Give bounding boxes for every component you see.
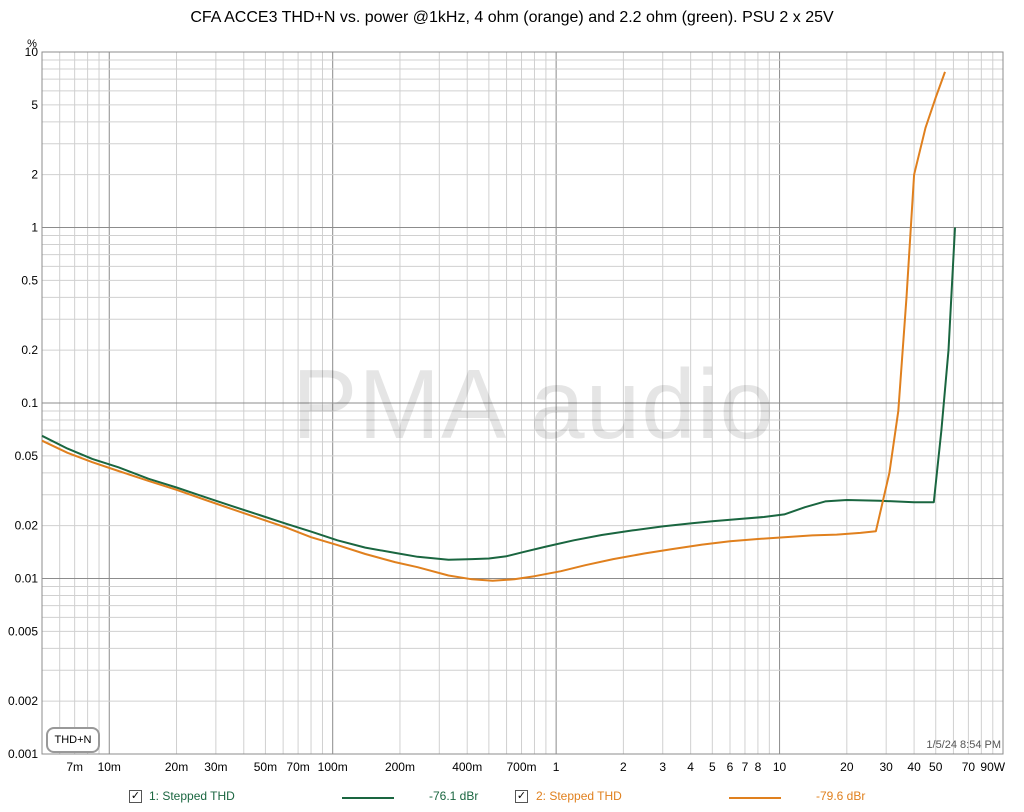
y-tick-label: 0.001 <box>8 747 38 761</box>
x-tick-label: 8 <box>755 760 762 774</box>
x-tick-label: 6 <box>727 760 734 774</box>
series-2-legend-line <box>729 797 781 799</box>
x-tick-label: 50m <box>254 760 277 774</box>
plot-frame <box>41 51 1004 755</box>
x-tick-label: 20 <box>840 760 854 774</box>
y-tick-label: 1 <box>31 221 38 235</box>
x-tick-label: 40 <box>907 760 921 774</box>
timestamp: 1/5/24 8:54 PM <box>926 739 1001 751</box>
x-tick-label: 10m <box>98 760 121 774</box>
y-tick-label: 0.2 <box>21 343 38 357</box>
x-tick-label: 1 <box>553 760 560 774</box>
y-tick-label: 0.02 <box>15 519 39 533</box>
series-1-legend-line <box>342 797 394 799</box>
x-tick-label: 90W <box>980 760 1005 774</box>
watermark-text: PMA audio <box>292 349 775 459</box>
x-tick-label: 50 <box>929 760 943 774</box>
x-tick-label: 7m <box>66 760 83 774</box>
series-2-readout: -79.6 dBr <box>816 789 866 803</box>
series-2-line <box>41 71 946 582</box>
y-tick-label: 0.005 <box>8 624 38 638</box>
x-tick-label: 700m <box>507 760 537 774</box>
x-tick-label: 5 <box>709 760 716 774</box>
y-tick-label: 0.05 <box>15 449 39 463</box>
series-1-checkbox[interactable]: ✓ <box>129 790 142 803</box>
chart-title: CFA ACCE3 THD+N vs. power @1kHz, 4 ohm (… <box>190 9 834 26</box>
y-tick-label: 0.5 <box>21 273 38 287</box>
x-tick-label: 70 <box>962 760 976 774</box>
y-tick-label: 10 <box>25 45 39 59</box>
series-2-legend-label: 2: Stepped THD <box>536 789 622 803</box>
x-tick-label: 70m <box>286 760 309 774</box>
x-tick-label: 200m <box>385 760 415 774</box>
y-tick-label: 5 <box>31 98 38 112</box>
x-tick-label: 2 <box>620 760 627 774</box>
x-tick-label: 30 <box>879 760 893 774</box>
y-tick-label: 0.002 <box>8 694 38 708</box>
y-axis-label: % <box>27 38 37 50</box>
y-tick-label: 0.01 <box>15 572 39 586</box>
series-1-line <box>41 227 956 561</box>
x-tick-label: 100m <box>318 760 348 774</box>
x-tick-label: 7 <box>742 760 749 774</box>
x-tick-label: 10 <box>773 760 787 774</box>
x-tick-label: 400m <box>452 760 482 774</box>
y-tick-label: 0.1 <box>21 396 38 410</box>
x-tick-label: 4 <box>687 760 694 774</box>
x-tick-label: 20m <box>165 760 188 774</box>
y-tick-label: 2 <box>31 168 38 182</box>
x-tick-label: 3 <box>659 760 666 774</box>
series-1-legend-label: 1: Stepped THD <box>149 789 235 803</box>
series-2-checkbox[interactable]: ✓ <box>515 790 528 803</box>
x-tick-label: 30m <box>204 760 227 774</box>
series-1-readout: -76.1 dBr <box>429 789 479 803</box>
thd-n-badge[interactable]: THD+N <box>46 727 100 753</box>
